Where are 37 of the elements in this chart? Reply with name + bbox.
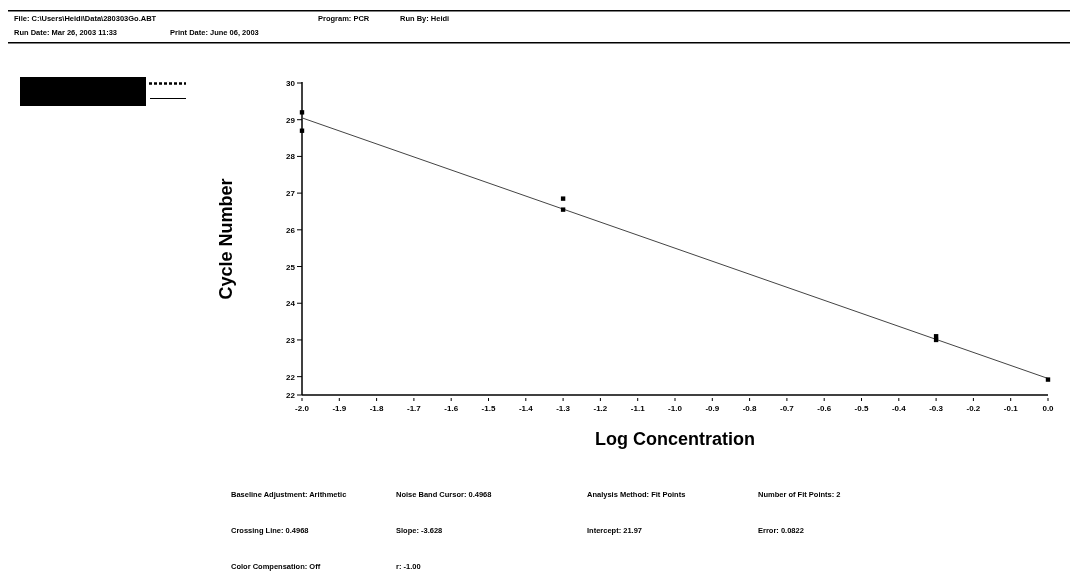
y-tick-label: 22 [286, 391, 296, 400]
y-tick-label: 24 [286, 299, 296, 309]
x-tick-label: -0.7 [780, 404, 795, 413]
point [560, 196, 566, 201]
y-tick-label: 26 [286, 225, 296, 235]
x-tick-label: -0.8 [742, 404, 758, 413]
x-tick-label: -0.2 [966, 404, 981, 413]
y-tick-label: 27 [286, 189, 296, 199]
x-tick-label: -0.9 [705, 404, 720, 413]
point [560, 207, 566, 212]
x-tick-label: -1.5 [481, 404, 496, 413]
point [1045, 377, 1051, 382]
x-tick-label: -0.3 [929, 404, 944, 413]
x-tick-label: -2.0 [295, 404, 310, 413]
x-tick-label: -1.6 [444, 404, 459, 413]
y-tick-label: 30 [286, 79, 296, 88]
y-tick-label: 28 [286, 152, 296, 162]
y-tick-label: 23 [286, 335, 296, 345]
point [299, 110, 305, 115]
x-tick-label: -0.4 [891, 404, 907, 413]
y-tick-label: 25 [286, 262, 296, 272]
x-tick-label: -1.1 [630, 404, 646, 413]
x-tick-label: -1.4 [518, 404, 534, 413]
x-tick-label: -1.2 [593, 404, 608, 413]
x-tick-label: -1.0 [668, 404, 683, 413]
x-tick-label: -0.6 [817, 404, 832, 413]
y-axis-title: Cycle Number [216, 178, 236, 300]
x-tick-label: 0.0 [1042, 404, 1055, 413]
y-tick-label: 29 [286, 115, 296, 125]
x-tick-label: -1.9 [332, 404, 347, 413]
x-axis-title: Log Concentration [595, 429, 755, 449]
y-tick-label: 22 [286, 372, 296, 382]
x-tick-label: -1.3 [556, 404, 571, 413]
x-tick-label: -1.8 [369, 404, 385, 413]
x-tick-label: -0.5 [854, 404, 869, 413]
x-tick-label: -0.1 [1003, 404, 1019, 413]
x-tick-label: -1.7 [407, 404, 422, 413]
